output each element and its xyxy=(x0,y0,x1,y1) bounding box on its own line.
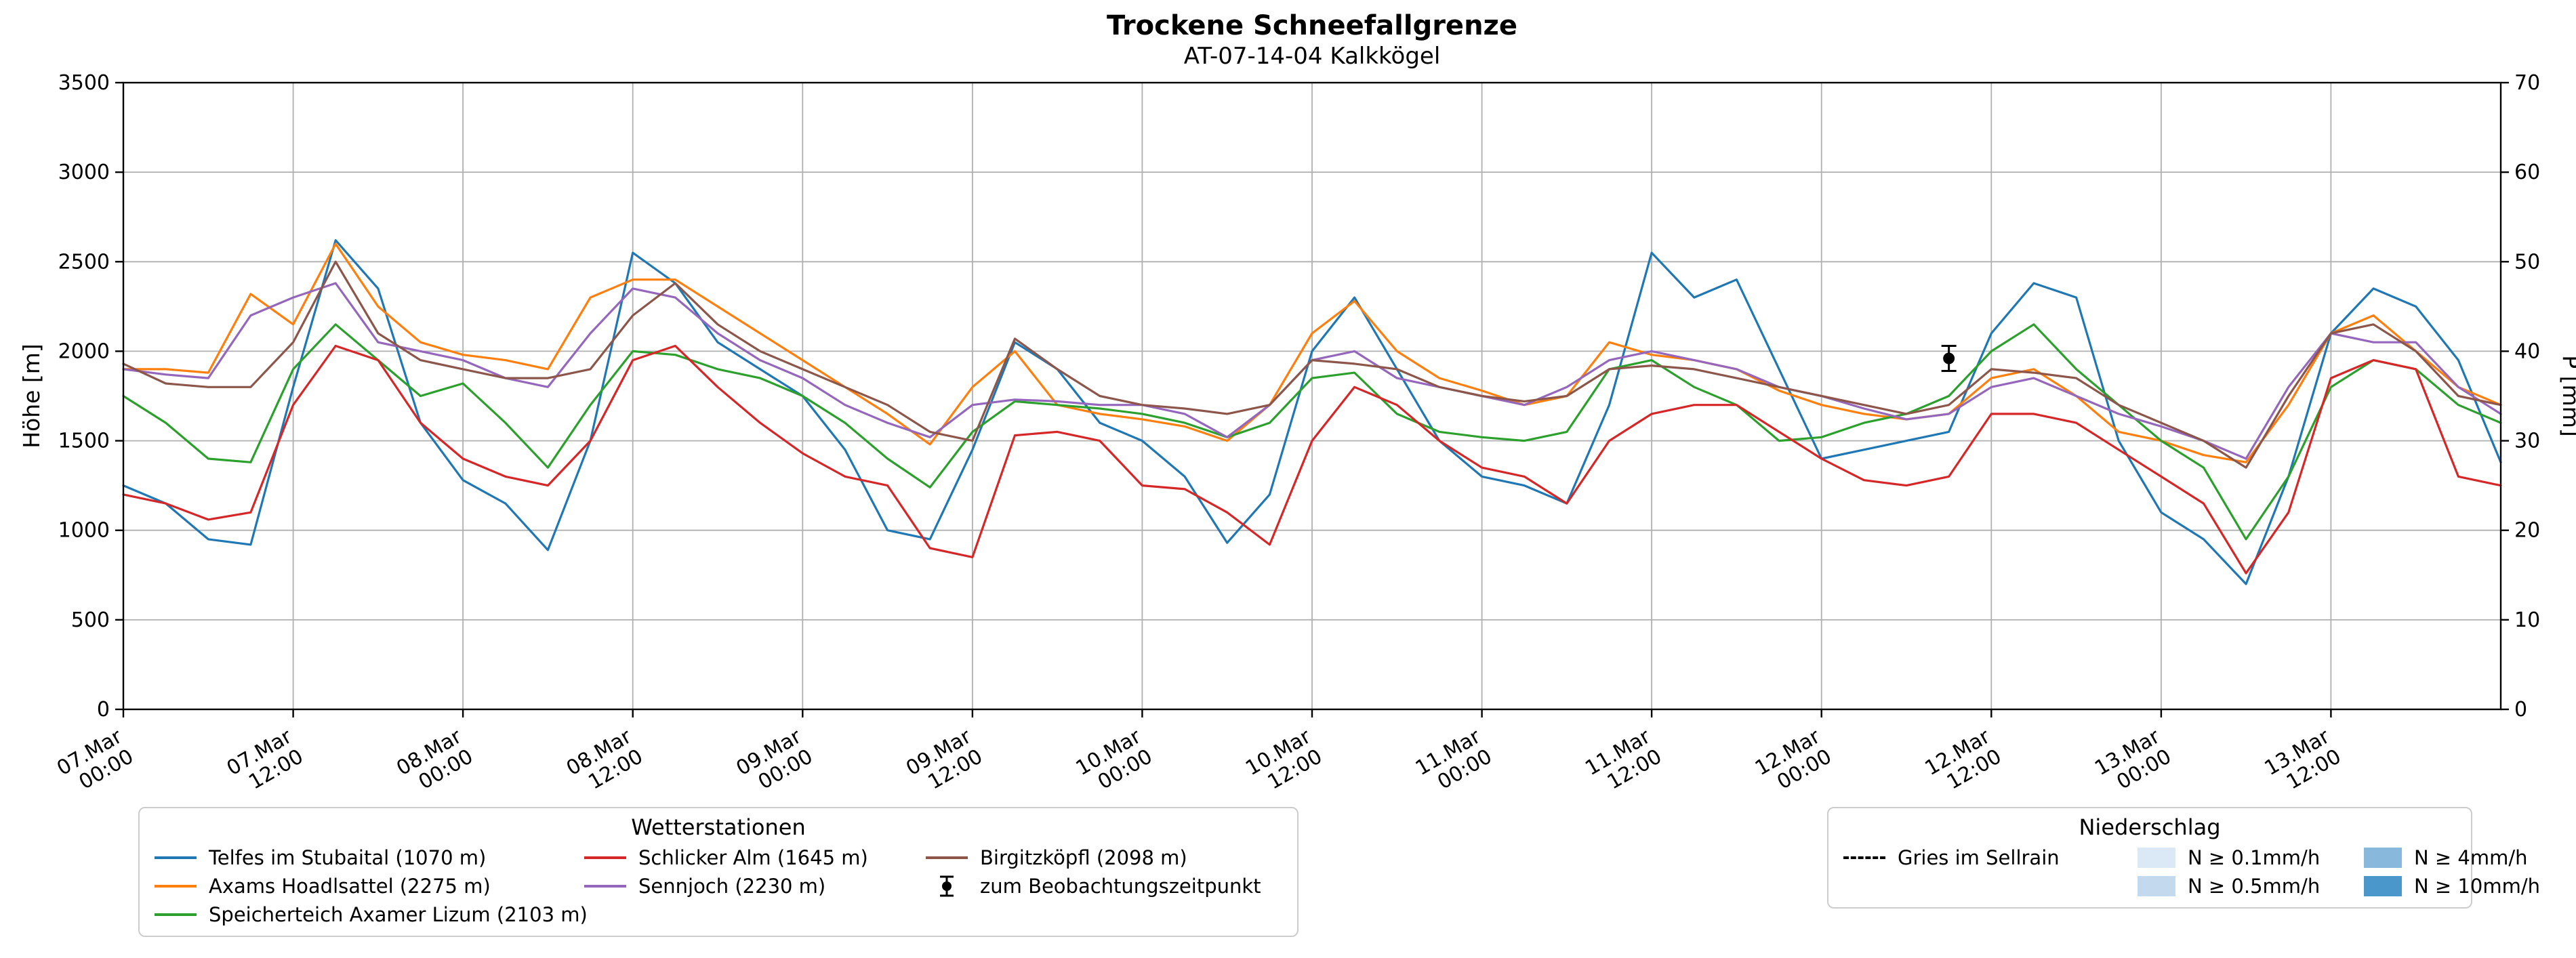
y-axis-label-right: P [mm] xyxy=(2558,355,2576,436)
legend-item-gries: Gries im Sellrain xyxy=(1843,844,2114,872)
line-swatch-schlicker-icon xyxy=(584,856,626,859)
legend-item-precip-05: N ≥ 0.5mm/h xyxy=(2138,872,2341,900)
svg-text:1500: 1500 xyxy=(58,430,110,453)
errorbar-marker-icon xyxy=(940,875,954,897)
svg-text:08.Mar12:00: 08.Mar12:00 xyxy=(563,724,647,800)
svg-text:11.Mar00:00: 11.Mar00:00 xyxy=(1412,724,1496,800)
svg-text:40: 40 xyxy=(2514,339,2540,363)
line-swatch-sennjoch-icon xyxy=(584,885,626,888)
legend-label-precip-4: N ≥ 4mm/h xyxy=(2414,846,2528,869)
legend-stations-title: Wetterstationen xyxy=(631,814,806,840)
legend-item-precip-4: N ≥ 4mm/h xyxy=(2364,844,2540,872)
series-line-birgitzkoepfl xyxy=(122,260,2502,469)
series-line-speicherteich xyxy=(122,323,2502,541)
svg-text:1000: 1000 xyxy=(58,519,110,543)
svg-text:20: 20 xyxy=(2514,519,2540,543)
line-swatch-telfes-icon xyxy=(155,856,197,859)
svg-text:13.Mar00:00: 13.Mar00:00 xyxy=(2091,724,2175,800)
legend-label-precip-10: N ≥ 10mm/h xyxy=(2414,875,2540,898)
svg-text:70: 70 xyxy=(2514,71,2540,95)
svg-text:10.Mar12:00: 10.Mar12:00 xyxy=(1242,724,1326,800)
svg-text:30: 30 xyxy=(2514,430,2540,453)
precip-patch-05-icon xyxy=(2138,876,2175,896)
svg-text:11.Mar12:00: 11.Mar12:00 xyxy=(1581,724,1666,800)
title-block: Trockene Schneefallgrenze AT-07-14-04 Ka… xyxy=(123,9,2501,70)
legend-label-axams: Axams Hoadlsattel (2275 m) xyxy=(209,875,491,898)
svg-text:500: 500 xyxy=(71,608,110,632)
svg-text:2000: 2000 xyxy=(58,339,110,363)
dashed-line-swatch-icon xyxy=(1843,856,1885,859)
legend-label-speicherteich: Speicherteich Axamer Lizum (2103 m) xyxy=(209,903,588,926)
legend-item-telfes: Telfes im Stubaital (1070 m) xyxy=(155,844,561,872)
x-axis-ticks: 07.Mar00:00 07.Mar12:00 08.Mar00:00 08.Mar1… xyxy=(53,709,2346,800)
series-line-axams xyxy=(122,243,2502,463)
legend-label-observation: zum Beobachtungszeitpunkt xyxy=(980,875,1261,898)
svg-text:2500: 2500 xyxy=(58,250,110,274)
y-axis-label-left: Höhe [m] xyxy=(18,343,45,449)
svg-text:13.Mar12:00: 13.Mar12:00 xyxy=(2261,724,2346,800)
legend-item-precip-10: N ≥ 10mm/h xyxy=(2364,872,2540,900)
legend-item-precip-01: N ≥ 0.1mm/h xyxy=(2138,844,2341,872)
svg-text:60: 60 xyxy=(2514,161,2540,184)
svg-text:0: 0 xyxy=(97,698,110,722)
legend-item-birgitzkoepfl: Birgitzköpfl (2098 m) xyxy=(926,844,1282,872)
series-line-schlicker xyxy=(122,344,2502,575)
svg-text:50: 50 xyxy=(2514,250,2540,274)
legend-item-axams: Axams Hoadlsattel (2275 m) xyxy=(155,872,561,900)
legend-label-birgitzkoepfl: Birgitzköpfl (2098 m) xyxy=(980,846,1187,869)
precip-patch-4-icon xyxy=(2364,848,2402,868)
legend-precip-grid: Gries im Sellrain N ≥ 0.1mm/h N ≥ 0.5mm/… xyxy=(1843,844,2540,900)
observation-errorbar xyxy=(1941,345,1957,372)
svg-text:0: 0 xyxy=(2514,698,2527,722)
legend-item-observation: zum Beobachtungszeitpunkt xyxy=(926,872,1282,900)
legend-label-telfes: Telfes im Stubaital (1070 m) xyxy=(209,846,487,869)
legend-item-speicherteich: Speicherteich Axamer Lizum (2103 m) xyxy=(155,900,588,929)
legend-niederschlag: Niederschlag Gries im Sellrain N ≥ 0.1mm… xyxy=(1827,807,2540,909)
grid-lines xyxy=(123,82,2501,710)
svg-text:3000: 3000 xyxy=(58,161,110,184)
svg-text:12.Mar00:00: 12.Mar00:00 xyxy=(1751,724,1836,800)
legend-precip-title: Niederschlag xyxy=(2079,814,2221,840)
chart-subtitle: AT-07-14-04 Kalkkögel xyxy=(1183,43,1441,70)
svg-text:07.Mar00:00: 07.Mar00:00 xyxy=(53,724,138,800)
svg-text:12.Mar12:00: 12.Mar12:00 xyxy=(1921,724,2005,800)
svg-text:08.Mar00:00: 08.Mar00:00 xyxy=(392,724,477,800)
y-axis-right-ticks: 0 10 20 30 40 50 60 70 xyxy=(2501,71,2540,722)
legend-item-schlicker: Schlicker Alm (1645 m) xyxy=(584,844,903,872)
line-swatch-birgitzkoepfl-icon xyxy=(926,856,968,859)
svg-text:10.Mar00:00: 10.Mar00:00 xyxy=(1072,724,1157,800)
precip-patch-01-icon xyxy=(2138,848,2175,868)
chart-title: Trockene Schneefallgrenze xyxy=(1107,10,1517,41)
legend-item-sennjoch: Sennjoch (2230 m) xyxy=(584,872,903,900)
svg-text:10: 10 xyxy=(2514,608,2540,632)
precip-patch-10-icon xyxy=(2364,876,2402,896)
svg-text:07.Mar12:00: 07.Mar12:00 xyxy=(223,724,308,800)
legend-label-precip-01: N ≥ 0.1mm/h xyxy=(2188,846,2321,869)
line-swatch-axams-icon xyxy=(155,885,197,888)
legend-label-sennjoch: Sennjoch (2230 m) xyxy=(638,875,826,898)
svg-text:3500: 3500 xyxy=(58,71,110,95)
legend-label-precip-05: N ≥ 0.5mm/h xyxy=(2188,875,2321,898)
svg-text:09.Mar12:00: 09.Mar12:00 xyxy=(902,724,987,800)
svg-text:09.Mar00:00: 09.Mar00:00 xyxy=(732,724,817,800)
legend-stations-grid: Telfes im Stubaital (1070 m) Axams Hoadl… xyxy=(155,844,1282,929)
y-axis-left-ticks: 0 500 1000 1500 2000 2500 3000 3500 xyxy=(58,71,123,722)
series-lines xyxy=(122,239,2502,585)
legend-wetterstationen: Wetterstationen Telfes im Stubaital (107… xyxy=(138,807,1299,937)
observation-marker xyxy=(1943,352,1955,365)
line-swatch-speicherteich-icon xyxy=(155,913,197,916)
legend-label-gries: Gries im Sellrain xyxy=(1898,846,2060,869)
legend-label-schlicker: Schlicker Alm (1645 m) xyxy=(638,846,868,869)
